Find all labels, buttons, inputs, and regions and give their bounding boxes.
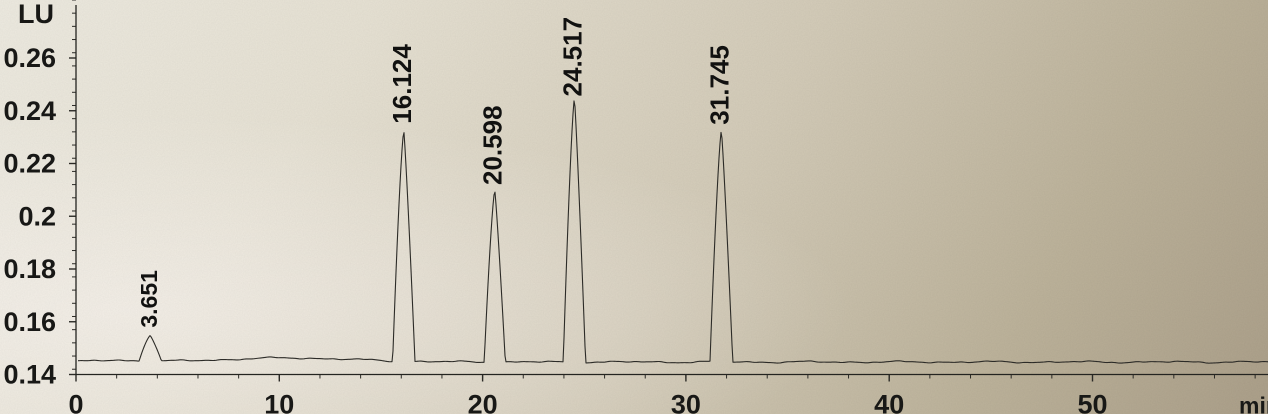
svg-text:LU: LU bbox=[18, 0, 54, 29]
svg-text:min: min bbox=[1239, 393, 1268, 414]
svg-text:0.22: 0.22 bbox=[3, 149, 56, 179]
svg-text:16.124: 16.124 bbox=[387, 44, 417, 124]
svg-text:50: 50 bbox=[1077, 390, 1107, 414]
svg-text:40: 40 bbox=[874, 390, 904, 414]
svg-text:20: 20 bbox=[468, 390, 498, 414]
svg-text:0: 0 bbox=[68, 390, 83, 414]
svg-text:0.26: 0.26 bbox=[3, 43, 56, 73]
svg-text:0.18: 0.18 bbox=[3, 254, 56, 284]
svg-text:0.24: 0.24 bbox=[3, 96, 56, 126]
svg-text:24.517: 24.517 bbox=[557, 17, 587, 97]
svg-text:20.598: 20.598 bbox=[478, 105, 508, 185]
svg-text:0.14: 0.14 bbox=[3, 360, 56, 390]
svg-text:31.745: 31.745 bbox=[704, 45, 734, 125]
svg-text:0.2: 0.2 bbox=[18, 201, 56, 231]
svg-text:10: 10 bbox=[264, 390, 294, 414]
svg-text:3.651: 3.651 bbox=[136, 270, 162, 328]
svg-text:30: 30 bbox=[671, 390, 701, 414]
svg-text:0.16: 0.16 bbox=[3, 307, 56, 337]
